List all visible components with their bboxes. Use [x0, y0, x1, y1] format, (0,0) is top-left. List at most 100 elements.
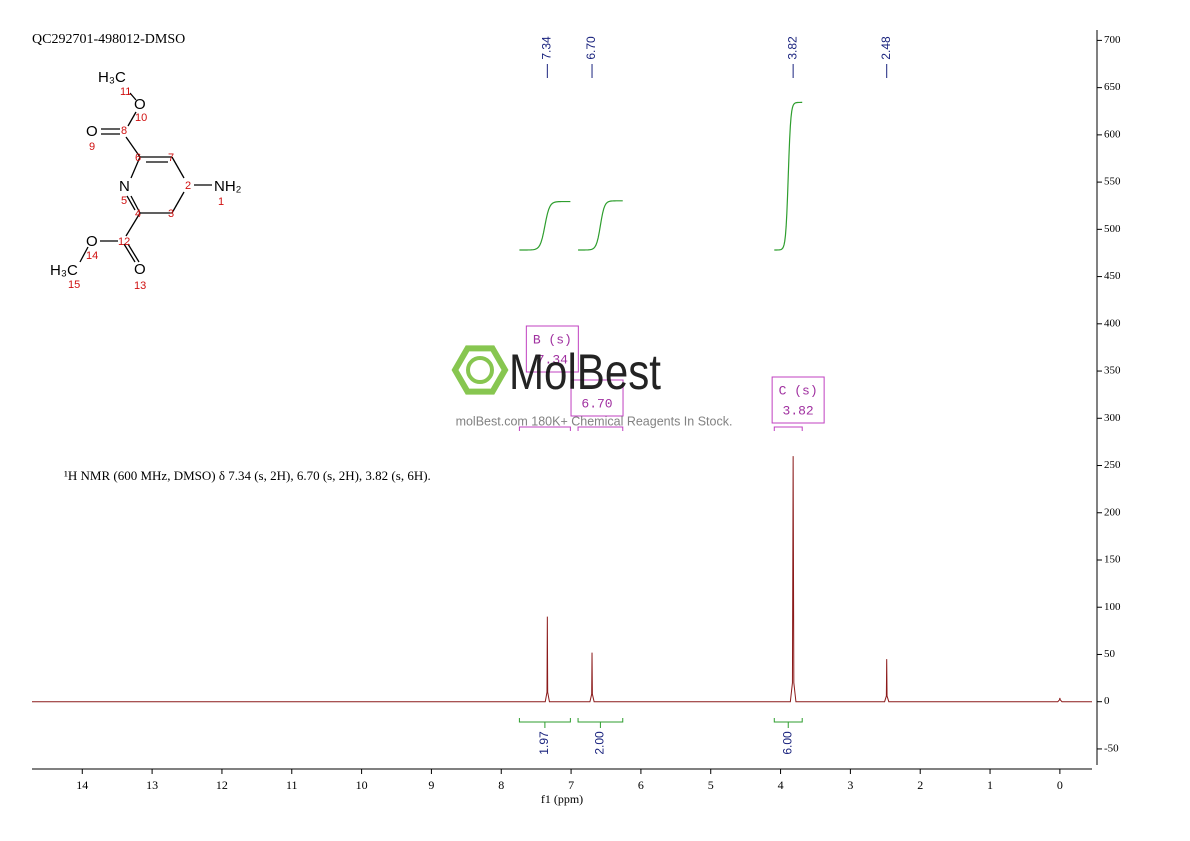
atom-number: 7 [168, 152, 174, 164]
atom-number: 6 [135, 152, 141, 164]
atom-number: 11 [120, 86, 131, 98]
bond [127, 243, 140, 263]
spectrum [32, 456, 1092, 703]
integral-value: 1.97 [537, 731, 551, 755]
peak-label: 7.34 [540, 36, 554, 60]
y-tick-label: 350 [1104, 365, 1121, 377]
x-tick-label: 0 [1057, 778, 1063, 792]
peak-label: 2.48 [879, 36, 893, 60]
x-tick-label: 11 [286, 778, 298, 792]
bond [126, 195, 136, 211]
bond [130, 156, 141, 179]
x-tick-label: 1 [987, 778, 993, 792]
atom-number: 2 [185, 180, 191, 192]
x-axis-label: f1 (ppm) [541, 792, 583, 806]
x-tick-label: 8 [498, 778, 504, 792]
peak-label: 3.82 [785, 36, 799, 60]
integral-value: 6.00 [780, 731, 794, 755]
y-tick-label: 200 [1104, 506, 1121, 518]
integral-bracket [577, 718, 624, 728]
x-tick-label: 4 [778, 778, 784, 792]
y-tick-label: 100 [1104, 601, 1121, 613]
multiplet-box [525, 325, 579, 373]
atom-number: 15 [68, 279, 80, 291]
multiplet-shift: 6.70 [581, 396, 612, 411]
y-tick-label: 550 [1104, 176, 1121, 188]
bond [127, 111, 137, 127]
bond [130, 195, 141, 214]
atom: NH₂ [214, 178, 242, 195]
x-tick-label: 9 [428, 778, 434, 792]
logo [451, 345, 509, 395]
multiplet-range [577, 426, 624, 431]
bond [171, 156, 185, 179]
bond [125, 212, 141, 237]
y-tick-label: 700 [1104, 34, 1121, 46]
y-tick-label: 500 [1104, 223, 1121, 235]
description: ¹H NMR (600 MHz, DMSO) δ 7.34 (s, 2H), 6… [64, 468, 431, 483]
atom: O [134, 261, 146, 278]
bond [79, 246, 89, 263]
multiplet-box [771, 376, 825, 424]
bond [123, 243, 136, 263]
atom-number: 1 [218, 196, 224, 208]
multiplet-box [570, 379, 624, 417]
bond [171, 191, 185, 214]
y-tick-label: 0 [1104, 695, 1110, 707]
bond [129, 92, 137, 101]
atom-number: 14 [86, 250, 98, 262]
atom: O [86, 123, 98, 140]
y-tick-label: 300 [1104, 412, 1121, 424]
x-tick-label: 13 [146, 778, 158, 792]
y-tick-label: 650 [1104, 81, 1121, 93]
atom: O [134, 96, 146, 113]
x-tick-label: 2 [917, 778, 923, 792]
x-tick-label: 12 [216, 778, 228, 792]
x-tick-label: 14 [76, 778, 88, 792]
multiplet-name: B (s) [533, 332, 572, 347]
multiplet-shift: 7.34 [537, 352, 568, 367]
y-tick-label: 450 [1104, 270, 1121, 282]
bond [125, 136, 141, 158]
multiplet-shift: 3.82 [783, 403, 814, 418]
integral-bracket [518, 718, 571, 728]
integral-curve [578, 200, 623, 251]
atom: H₃C [50, 262, 78, 279]
multiplet-range [518, 426, 571, 431]
x-tick-label: 10 [356, 778, 368, 792]
atom-number: 10 [135, 112, 147, 124]
atom-number: 13 [134, 280, 146, 292]
watermark-name: MolBest [509, 344, 661, 400]
x-tick-label: 6 [638, 778, 644, 792]
watermark-tagline: molBest.com 180K+ Chemical Reagents In S… [456, 414, 733, 428]
y-tick-label: 50 [1104, 648, 1116, 660]
atom-number: 5 [121, 195, 127, 207]
y-tick-label: 600 [1104, 128, 1121, 140]
watermark: MolBest molBest.com 180K+ Chemical Reagen… [451, 344, 733, 428]
x-tick-label: 7 [568, 778, 574, 792]
atom-number: 9 [89, 141, 95, 153]
atom-number: 3 [168, 208, 174, 220]
logo [466, 356, 494, 384]
multiplet-range [773, 426, 803, 431]
atom-number: 8 [121, 125, 127, 137]
integral-value: 2.00 [593, 731, 607, 755]
multiplet-name: C (s) [779, 383, 818, 398]
atom: O [86, 233, 98, 250]
integral-curve [519, 200, 571, 251]
y-tick-label: 150 [1104, 554, 1121, 566]
atom-number: 12 [118, 236, 130, 248]
y-tick-label: 400 [1104, 317, 1121, 329]
integral-bracket [773, 718, 803, 728]
sample-id: QC292701-498012-DMSO [32, 32, 185, 47]
atom: H₃C [98, 69, 126, 86]
x-tick-label: 3 [847, 778, 853, 792]
atom-number: 4 [135, 208, 141, 220]
atom: N [119, 178, 130, 195]
x-tick-label: 5 [708, 778, 714, 792]
y-tick-label: -50 [1104, 742, 1119, 754]
integral-curve [774, 101, 803, 251]
y-tick-label: 250 [1104, 459, 1121, 471]
peak-label: 6.70 [584, 36, 598, 60]
